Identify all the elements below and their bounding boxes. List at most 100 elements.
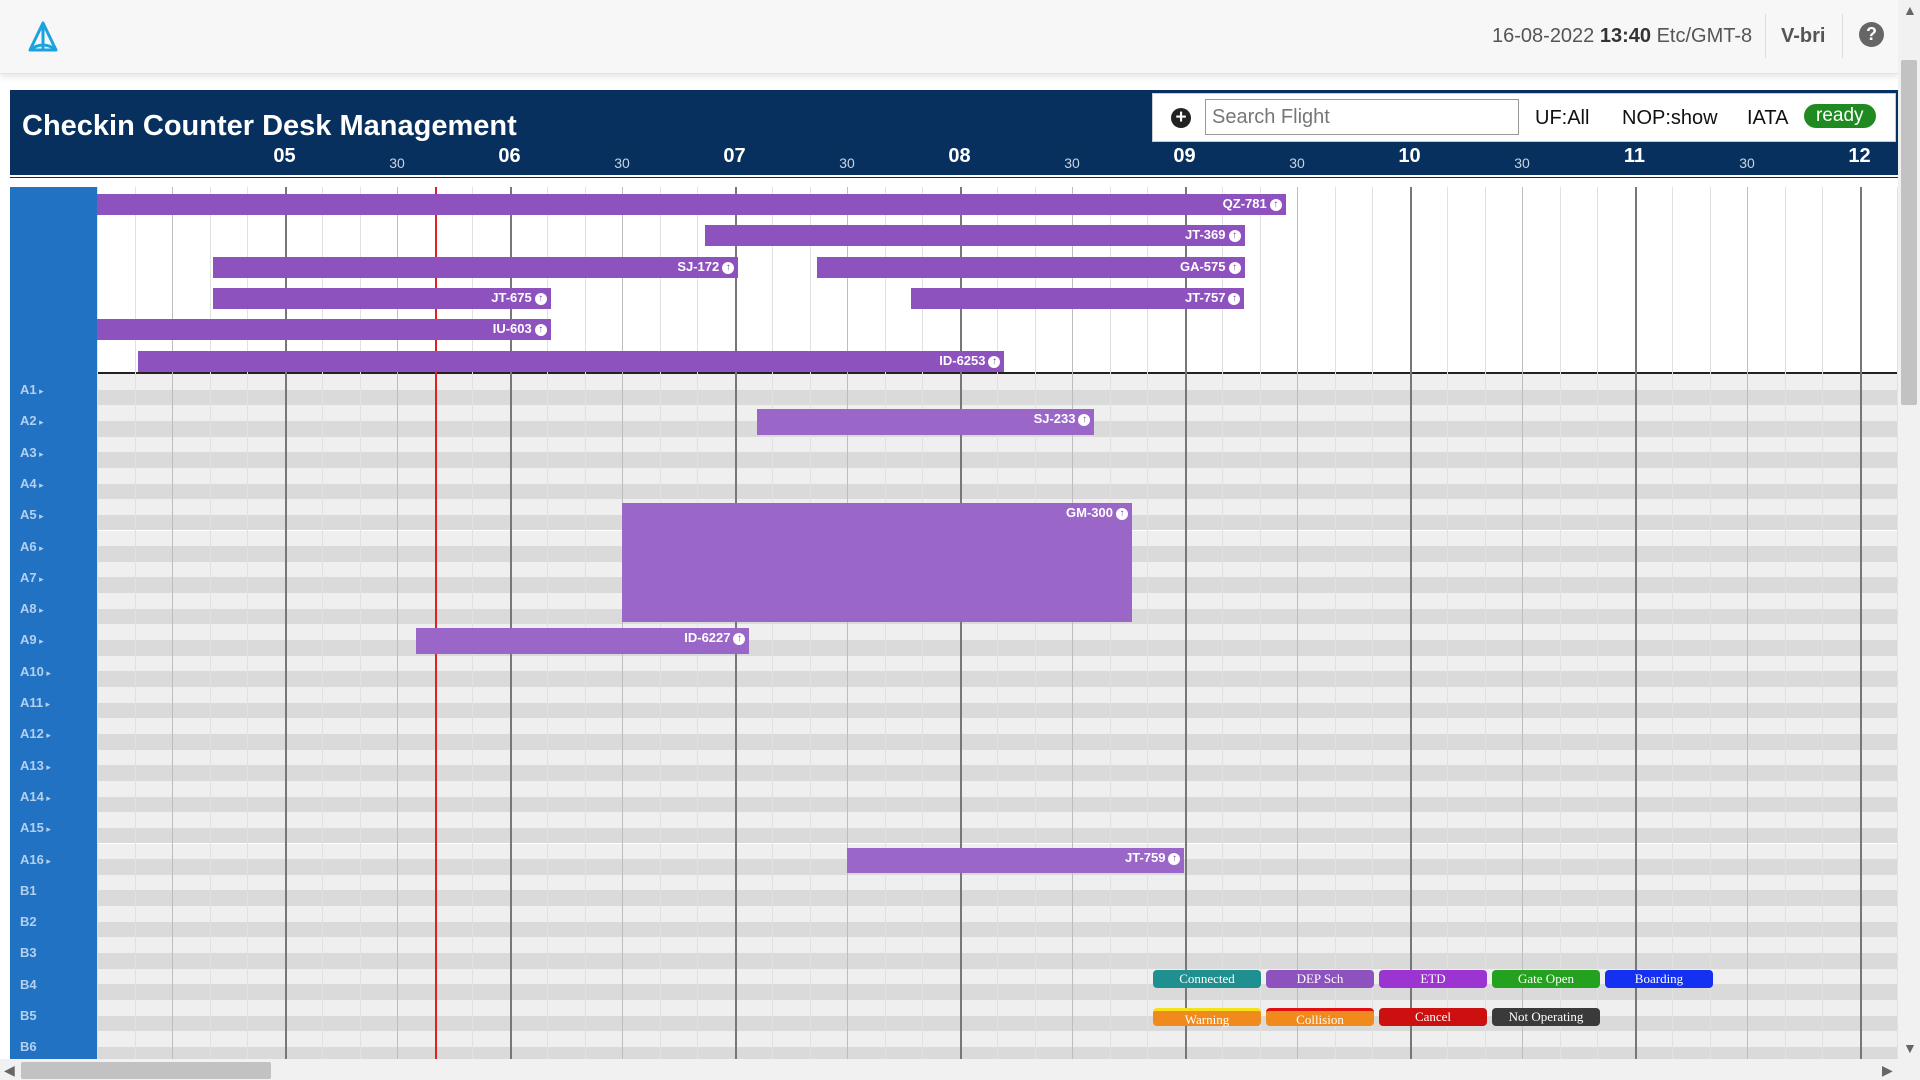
date-text: 16-08-2022 (1492, 25, 1595, 47)
user-name[interactable]: V-bri (1781, 25, 1826, 47)
help-icon[interactable]: ? (1859, 22, 1884, 47)
flight-info-icon[interactable]: ↑ (1228, 230, 1241, 243)
row-label-b5[interactable]: B5 (20, 1008, 37, 1023)
uf-filter[interactable]: UF:All (1535, 107, 1590, 129)
nop-toggle[interactable]: NOP:show (1622, 107, 1718, 129)
flight-label: SJ-233 ↑ (1034, 411, 1091, 427)
row-label-text: B2 (20, 914, 37, 930)
row-label-b2[interactable]: B2 (20, 914, 37, 929)
row-label-a16[interactable]: A16 ▸ (20, 852, 51, 867)
flight-bar[interactable]: SJ-233 ↑ (756, 409, 1095, 435)
horizontal-scrollbar[interactable] (0, 1059, 1898, 1080)
expand-arrow-icon[interactable]: ▸ (43, 792, 51, 803)
row-label-a9[interactable]: A9 ▸ (20, 632, 44, 647)
vertical-scrollbar-thumb[interactable] (1901, 60, 1917, 405)
row-label-a11[interactable]: A11 ▸ (20, 695, 50, 710)
tick-label: 05 (273, 145, 296, 167)
flight-info-icon[interactable]: ↑ (1269, 199, 1282, 211)
row-label-a2[interactable]: A2 ▸ (20, 413, 44, 428)
row-label-a1[interactable]: A1 ▸ (20, 382, 44, 397)
flight-info-icon[interactable]: ↑ (1078, 414, 1091, 427)
iata-toggle[interactable]: IATA (1747, 107, 1789, 129)
grid-line (1522, 187, 1523, 1059)
flight-info-icon[interactable]: ↑ (988, 355, 1001, 368)
row-label-a8[interactable]: A8 ▸ (20, 601, 44, 616)
page-title: Checkin Counter Desk Management (22, 110, 517, 142)
grid-line (284, 187, 287, 1059)
row-label-a5[interactable]: A5 ▸ (20, 507, 44, 522)
grid-line (359, 187, 361, 1059)
expand-arrow-icon[interactable]: ▸ (43, 699, 51, 709)
expand-arrow-icon[interactable]: ▸ (43, 855, 51, 866)
legend-etd: ETD (1379, 970, 1487, 988)
expand-arrow-icon[interactable]: ▸ (36, 511, 44, 522)
flight-bar[interactable]: JT-369 ↑ (704, 225, 1245, 247)
flight-info-icon[interactable]: ↑ (1228, 292, 1241, 305)
flight-info-icon[interactable]: ↑ (722, 261, 735, 274)
flight-bar[interactable]: JT-757 ↑ (910, 287, 1245, 309)
expand-arrow-icon[interactable]: ▸ (36, 636, 44, 647)
expand-arrow-icon[interactable]: ▸ (43, 667, 51, 678)
flight-bar[interactable]: QZ-781 ↑ (97, 194, 1286, 215)
grid-line (1822, 187, 1823, 1059)
flight-bar[interactable]: ID-6227 ↑ (415, 628, 750, 654)
expand-arrow-icon[interactable]: ▸ (36, 417, 44, 428)
flight-info-icon[interactable]: ↑ (733, 633, 746, 646)
scroll-left-icon[interactable]: ◀ (4, 1062, 15, 1078)
flight-info-icon[interactable]: ↑ (534, 324, 547, 337)
grid-line (1784, 187, 1786, 1059)
expand-arrow-icon[interactable]: ▸ (43, 730, 51, 741)
grid-line (1897, 187, 1898, 1059)
row-label-a7[interactable]: A7 ▸ (20, 570, 44, 585)
expand-arrow-icon[interactable]: ▸ (36, 448, 44, 459)
flight-number: JT-759 (1125, 849, 1166, 865)
add-flight-button[interactable]: + (1171, 108, 1191, 128)
flight-info-icon[interactable]: ↑ (1228, 261, 1241, 274)
row-label-a14[interactable]: A14 ▸ (20, 789, 51, 804)
row-label-a13[interactable]: A13 ▸ (20, 758, 51, 773)
expand-arrow-icon[interactable]: ▸ (36, 386, 44, 396)
flight-bar[interactable]: IU-603 ↑ (97, 319, 551, 341)
flight-bar[interactable]: JT-675 ↑ (213, 287, 551, 309)
flight-info-icon[interactable]: ↑ (534, 292, 547, 305)
row-label-b4[interactable]: B4 (20, 977, 37, 992)
flight-bar[interactable]: GM-300 ↑ (621, 503, 1132, 623)
flight-label: GA-575 ↑ (1180, 259, 1241, 274)
scroll-right-icon[interactable]: ▶ (1882, 1062, 1893, 1078)
row-label-a4[interactable]: A4 ▸ (20, 476, 44, 491)
flight-bar[interactable]: SJ-172 ↑ (213, 256, 739, 278)
row-label-b1[interactable]: B1 (20, 883, 37, 898)
expand-arrow-icon[interactable]: ▸ (36, 479, 44, 490)
expand-arrow-icon[interactable]: ▸ (43, 761, 51, 772)
legend-cancel: Cancel (1379, 1008, 1487, 1026)
grid-line (1184, 187, 1187, 1059)
scroll-down-icon[interactable]: ▼ (1903, 1040, 1917, 1056)
row-label-text: A12 (20, 726, 44, 742)
grid-line (1297, 187, 1298, 1059)
row-label-b3[interactable]: B3 (20, 945, 37, 960)
row-label-a10[interactable]: A10 ▸ (20, 664, 51, 679)
flight-bar[interactable]: ID-6253 ↑ (138, 350, 1005, 372)
tick-label: 07 (723, 145, 746, 167)
expand-arrow-icon[interactable]: ▸ (36, 605, 44, 616)
row-label-a15[interactable]: A15 ▸ (20, 820, 51, 835)
row-label-b6[interactable]: B6 (20, 1039, 37, 1054)
scroll-up-icon[interactable]: ▲ (1903, 2, 1917, 18)
expand-arrow-icon[interactable]: ▸ (43, 824, 51, 835)
legend-boarding: Boarding (1605, 970, 1713, 988)
search-flight-input[interactable] (1205, 99, 1519, 135)
flight-info-icon[interactable]: ↑ (1115, 508, 1128, 521)
app-logo-icon[interactable] (26, 20, 60, 56)
expand-arrow-icon[interactable]: ▸ (36, 542, 44, 553)
flight-bar[interactable]: JT-759 ↑ (846, 847, 1185, 873)
row-label-text: A16 (20, 851, 44, 867)
flight-info-icon[interactable]: ↑ (1168, 852, 1181, 865)
row-label-a6[interactable]: A6 ▸ (20, 539, 44, 554)
tick-label: 30 (1289, 155, 1305, 171)
flight-bar[interactable]: GA-575 ↑ (817, 256, 1245, 278)
row-label-a3[interactable]: A3 ▸ (20, 445, 44, 460)
row-label-a12[interactable]: A12 ▸ (20, 726, 51, 741)
expand-arrow-icon[interactable]: ▸ (36, 573, 44, 584)
flight-label: SJ-172 ↑ (677, 259, 735, 274)
horizontal-scrollbar-thumb[interactable] (21, 1062, 271, 1079)
